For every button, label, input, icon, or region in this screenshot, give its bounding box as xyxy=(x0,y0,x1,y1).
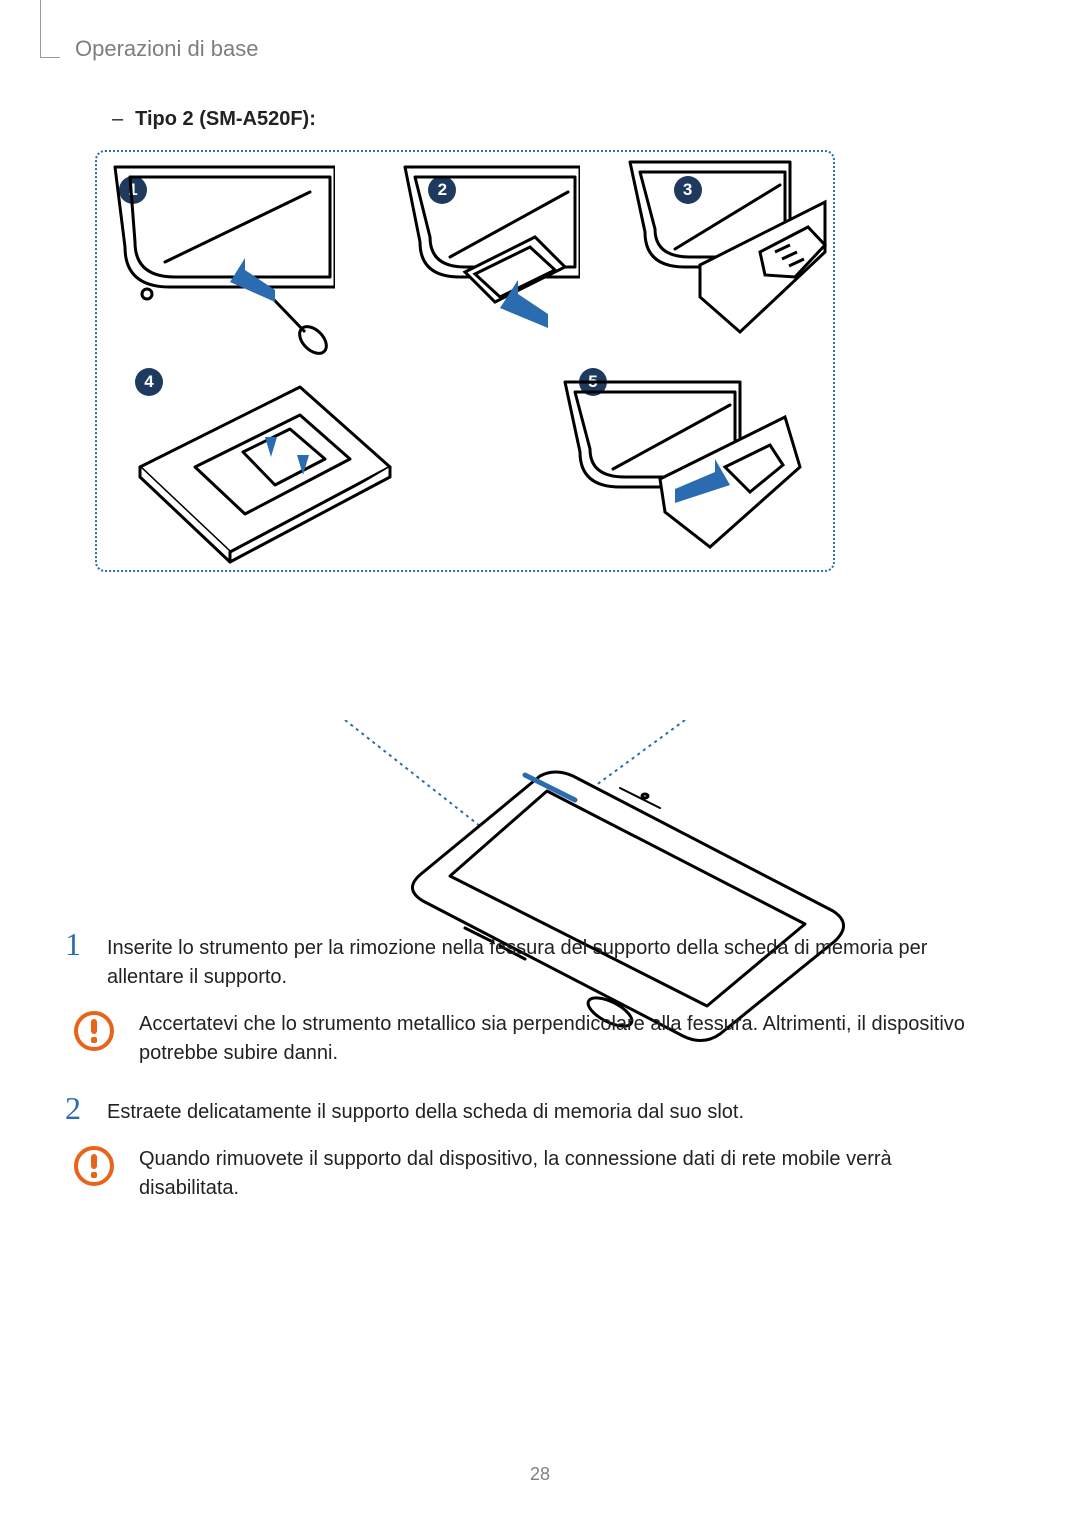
instruction-item-2: 2 Estraete delicatamente il supporto del… xyxy=(65,1092,970,1127)
lineart-step1-phone-corner-with-pin xyxy=(105,162,335,362)
subtitle-dash: – xyxy=(112,108,123,130)
header-tab-rule xyxy=(40,0,60,58)
diagram-subtitle: –Tipo 2 (SM-A520F): xyxy=(112,108,316,131)
manual-page: Operazioni di base –Tipo 2 (SM-A520F): 1 xyxy=(0,0,1080,1527)
page-number: 28 xyxy=(0,1464,1080,1485)
diagram-step-4: 4 xyxy=(125,362,405,572)
instruction-list: 1 Inserite lo strumento per la rimozione… xyxy=(65,928,970,1227)
instruction-text: Inserite lo strumento per la rimozione n… xyxy=(107,928,970,992)
subtitle-colon: : xyxy=(309,108,316,130)
diagram-step-2: 2 xyxy=(342,152,587,362)
lineart-step4-seat-card xyxy=(125,377,405,572)
diagram-step-5: 5 xyxy=(525,362,805,572)
subtitle-label: Tipo 2 (SM-A520F) xyxy=(135,108,309,130)
lineart-step3-card-on-tray xyxy=(590,157,830,362)
diagram-dotted-frame: 1 xyxy=(95,150,835,572)
caution-callout-1: Accertatevi che lo strumento metallico s… xyxy=(65,1008,970,1068)
caution-text: Accertatevi che lo strumento metallico s… xyxy=(139,1008,970,1068)
lineart-step2-tray-ejected xyxy=(350,162,580,362)
instruction-number: 1 xyxy=(65,928,89,960)
lineart-step5-insert-tray xyxy=(525,377,805,572)
diagram-container: 1 xyxy=(95,150,835,572)
diagram-row-2: 4 xyxy=(97,362,833,572)
caution-exclamation-icon xyxy=(73,1010,115,1052)
caution-callout-2: Quando rimuovete il supporto dal disposi… xyxy=(65,1143,970,1203)
arrow-icon xyxy=(230,258,275,302)
caution-text: Quando rimuovete il supporto dal disposi… xyxy=(139,1143,970,1203)
instruction-number: 2 xyxy=(65,1092,89,1124)
section-header: Operazioni di base xyxy=(75,36,258,62)
instruction-text: Estraete delicatamente il supporto della… xyxy=(107,1092,744,1127)
diagram-step-1: 1 xyxy=(97,152,342,362)
diagram-step-3: 3 xyxy=(588,152,833,362)
instruction-item-1: 1 Inserite lo strumento per la rimozione… xyxy=(65,928,970,992)
diagram-row-1: 1 xyxy=(97,152,833,362)
caution-exclamation-icon xyxy=(73,1145,115,1187)
